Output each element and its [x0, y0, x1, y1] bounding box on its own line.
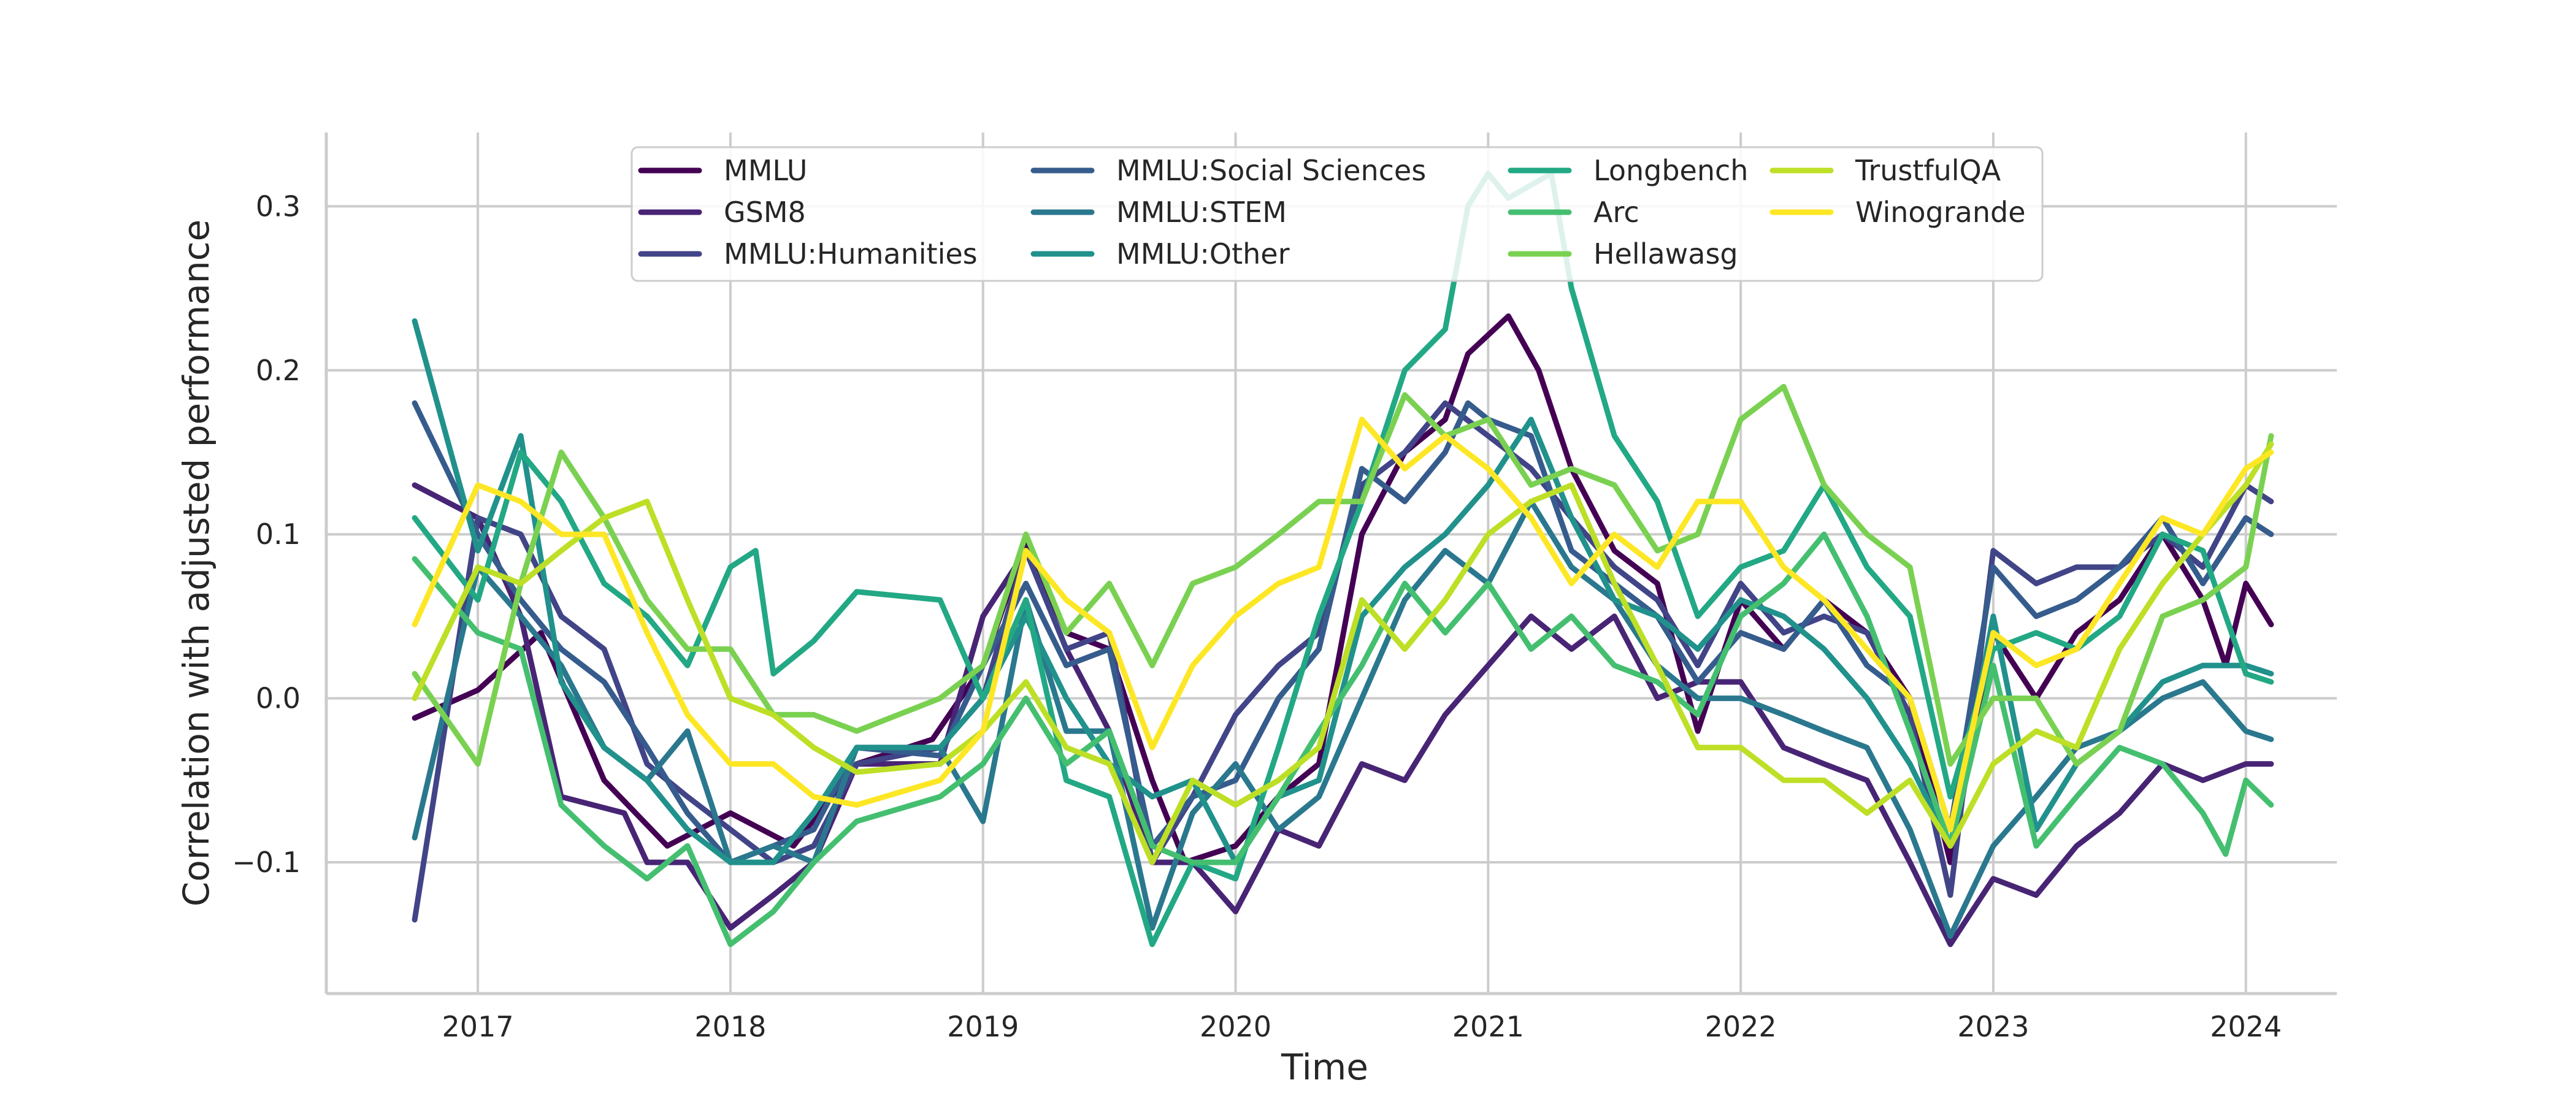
y-tick-label: 0.2 — [256, 354, 301, 387]
tick-labels: 2017 2018 2019 2020 2021 2022 2023 2024 −0.1 0.0 0… — [232, 190, 2282, 1043]
series-line-longbench — [412, 170, 2274, 948]
legend-label: Hellawasg — [1593, 237, 1738, 270]
axes-spines — [324, 132, 2337, 995]
legend-label: Longbench — [1593, 154, 1748, 187]
legend-label: MMLU:Social Sciences — [1116, 154, 1426, 187]
y-tick-label: −0.1 — [232, 846, 301, 879]
series-lines — [412, 170, 2274, 948]
y-axis-label: Correlation with adjusted performance — [175, 220, 217, 906]
series-line-gsm8 — [412, 482, 2274, 948]
legend-frame — [631, 146, 2044, 282]
series-line-winogrande — [412, 416, 2274, 833]
x-tick-label: 2021 — [1452, 1010, 1524, 1043]
legend-label: MMLU:Other — [1116, 237, 1290, 270]
x-tick-label: 2017 — [442, 1010, 514, 1043]
series-line-trustfulqa — [412, 441, 2274, 865]
legend-label: TrustfulQA — [1855, 154, 2001, 187]
legend-label: Winogrande — [1855, 196, 2026, 229]
legend-label: Arc — [1593, 196, 1639, 229]
x-tick-label: 2018 — [694, 1010, 766, 1043]
x-tick-label: 2024 — [2210, 1010, 2282, 1043]
x-tick-label: 2023 — [1957, 1010, 2029, 1043]
y-tick-label: 0.3 — [256, 190, 301, 223]
y-tick-label: 0.0 — [256, 682, 301, 715]
x-axis-label: Time — [1281, 1046, 1368, 1088]
legend-label: MMLU:Humanities — [724, 237, 978, 270]
legend-label: MMLU:STEM — [1116, 196, 1287, 229]
x-tick-label: 2020 — [1200, 1010, 1271, 1043]
legend-label: GSM8 — [724, 196, 806, 229]
legend: MMLU GSM8 MMLU:Humanities MMLU:Social Scien… — [631, 146, 2044, 282]
x-tick-label: 2019 — [947, 1010, 1019, 1043]
legend-label: MMLU — [724, 154, 807, 187]
x-tick-label: 2022 — [1705, 1010, 1777, 1043]
series-line-arc — [412, 531, 2274, 948]
y-tick-label: 0.1 — [256, 518, 301, 551]
